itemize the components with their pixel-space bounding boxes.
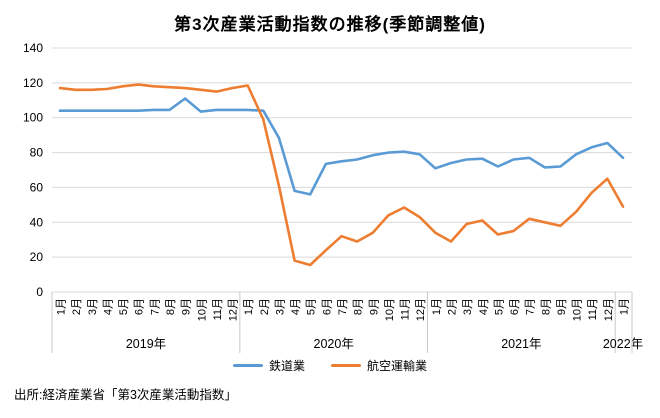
x-month-label: 6月 [321,298,333,315]
x-month-label: 2月 [446,298,458,315]
x-month-label: 8月 [353,298,365,315]
x-month-label: 4月 [102,298,114,315]
x-month-label: 2月 [259,298,271,315]
year-label: 2021年 [501,337,541,351]
year-label: 2019年 [126,337,166,351]
x-month-label: 9月 [556,298,568,315]
legend-item-air-transport: 航空運輸業 [331,357,427,374]
x-month-label: 10月 [196,298,208,321]
legend-label-air-transport: 航空運輸業 [367,359,428,373]
x-month-label: 9月 [368,298,380,315]
series-line-1 [58,83,625,267]
x-month-label: 1月 [619,298,631,315]
y-tick-label-0: 0 [36,285,43,299]
x-month-label: 7月 [525,298,537,315]
x-month-label: 9月 [181,298,193,315]
x-month-label: 1月 [243,298,255,315]
x-month-label: 12月 [228,298,240,321]
y-tick-label-140: 140 [23,41,43,55]
x-month-label: 1月 [431,298,443,315]
x-month-label: 3月 [462,298,474,315]
x-month-label: 5月 [306,298,318,315]
y-tick-label-100: 100 [23,111,43,125]
x-month-label: 5月 [118,298,130,315]
x-month-label: 5月 [493,298,505,315]
y-tick-label-80: 80 [30,146,44,160]
x-month-label: 8月 [540,298,552,315]
series-line-0 [58,97,625,196]
x-month-label: 6月 [509,298,521,315]
chart-title: 第3次産業活動指数の推移(季節調整値) [174,15,486,34]
x-month-label: 7月 [149,298,161,315]
y-tick-label-20: 20 [30,250,44,264]
legend-label-railway: 鉄道業 [268,359,305,373]
railway-line-swatch [232,364,263,367]
x-month-label: 1月 [56,298,68,315]
source-note: 出所:経済産業省「第3次産業活動指数」 [14,388,237,402]
x-month-label: 10月 [384,298,396,321]
legend-item-railway: 鉄道業 [232,357,305,374]
x-month-label: 8月 [165,298,177,315]
y-tick-label-120: 120 [23,76,43,90]
year-label: 2022年 [603,337,643,351]
x-month-label: 12月 [415,298,427,321]
x-month-label: 12月 [603,298,615,321]
x-month-label: 11月 [400,298,412,320]
x-month-label: 4月 [478,298,490,315]
x-month-label: 3月 [274,298,286,315]
year-label: 2020年 [314,337,354,351]
x-month-label: 6月 [134,298,146,315]
x-month-label: 7月 [337,298,349,315]
x-month-label: 11月 [212,298,224,320]
x-month-label: 3月 [87,298,99,315]
x-month-label: 2月 [71,298,83,315]
x-month-label: 4月 [290,298,302,315]
chart-legend: 鉄道業 航空運輸業 [0,357,660,374]
x-month-label: 11月 [587,298,599,320]
y-tick-label-40: 40 [30,215,44,229]
y-tick-label-60: 60 [30,180,44,194]
air-transport-line-swatch [331,364,361,367]
x-month-label: 10月 [572,298,584,321]
